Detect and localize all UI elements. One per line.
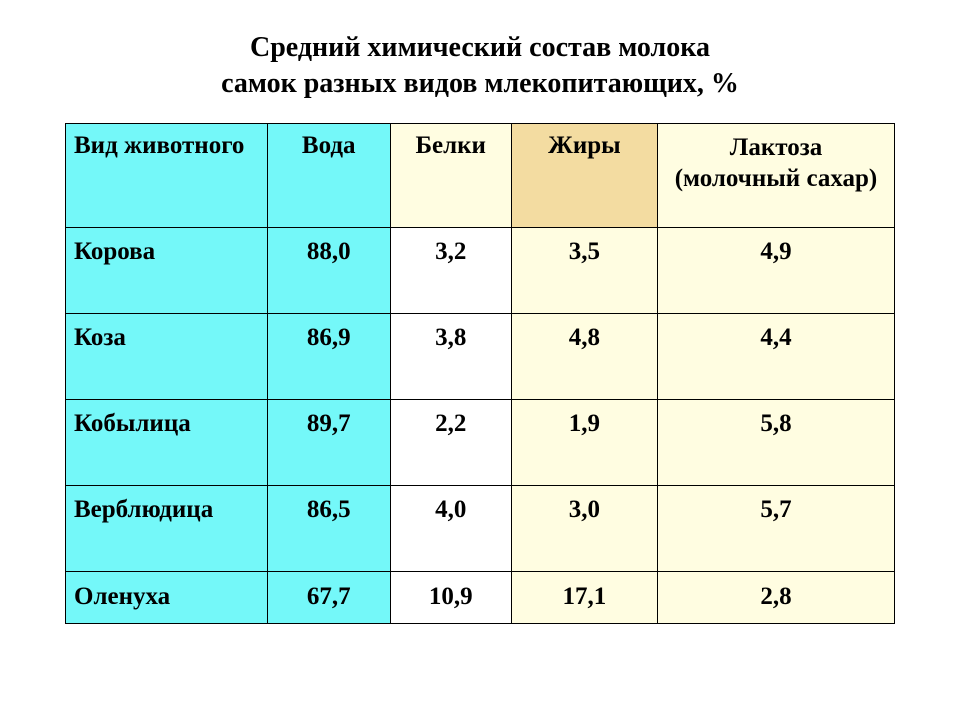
table-row: Корова88,03,23,54,9 — [66, 227, 895, 313]
col-header-lactose: Лактоза (молочный сахар) — [657, 123, 894, 227]
title-line-1: Средний химический состав молока — [250, 32, 710, 63]
cell-water: 86,9 — [267, 313, 390, 399]
cell-animal: Кобылица — [66, 399, 268, 485]
col-header-protein: Белки — [390, 123, 511, 227]
composition-table: Вид животного Вода Белки Жиры Лактоза (м… — [65, 123, 895, 624]
page-title: Средний химический состав молока самок р… — [65, 30, 895, 103]
cell-fat: 3,5 — [511, 227, 657, 313]
cell-water: 89,7 — [267, 399, 390, 485]
cell-protein: 10,9 — [390, 571, 511, 623]
table-header-row: Вид животного Вода Белки Жиры Лактоза (м… — [66, 123, 895, 227]
cell-water: 67,7 — [267, 571, 390, 623]
cell-fat: 4,8 — [511, 313, 657, 399]
cell-protein: 3,8 — [390, 313, 511, 399]
cell-protein: 3,2 — [390, 227, 511, 313]
cell-lactose: 4,4 — [657, 313, 894, 399]
table-row: Верблюдица86,54,03,05,7 — [66, 485, 895, 571]
table-row: Оленуха67,710,917,12,8 — [66, 571, 895, 623]
table-row: Коза86,93,84,84,4 — [66, 313, 895, 399]
table-body: Корова88,03,23,54,9Коза86,93,84,84,4Кобы… — [66, 227, 895, 623]
cell-animal: Оленуха — [66, 571, 268, 623]
col-header-fat: Жиры — [511, 123, 657, 227]
cell-lactose: 2,8 — [657, 571, 894, 623]
title-line-2: самок разных видов млекопитающих, % — [221, 68, 739, 99]
cell-protein: 4,0 — [390, 485, 511, 571]
cell-fat: 17,1 — [511, 571, 657, 623]
cell-lactose: 4,9 — [657, 227, 894, 313]
cell-lactose: 5,7 — [657, 485, 894, 571]
cell-animal: Корова — [66, 227, 268, 313]
col-header-water: Вода — [267, 123, 390, 227]
col-header-animal: Вид животного — [66, 123, 268, 227]
cell-animal: Верблюдица — [66, 485, 268, 571]
cell-water: 86,5 — [267, 485, 390, 571]
cell-protein: 2,2 — [390, 399, 511, 485]
cell-fat: 1,9 — [511, 399, 657, 485]
cell-lactose: 5,8 — [657, 399, 894, 485]
table-row: Кобылица89,72,21,95,8 — [66, 399, 895, 485]
cell-water: 88,0 — [267, 227, 390, 313]
cell-animal: Коза — [66, 313, 268, 399]
cell-fat: 3,0 — [511, 485, 657, 571]
